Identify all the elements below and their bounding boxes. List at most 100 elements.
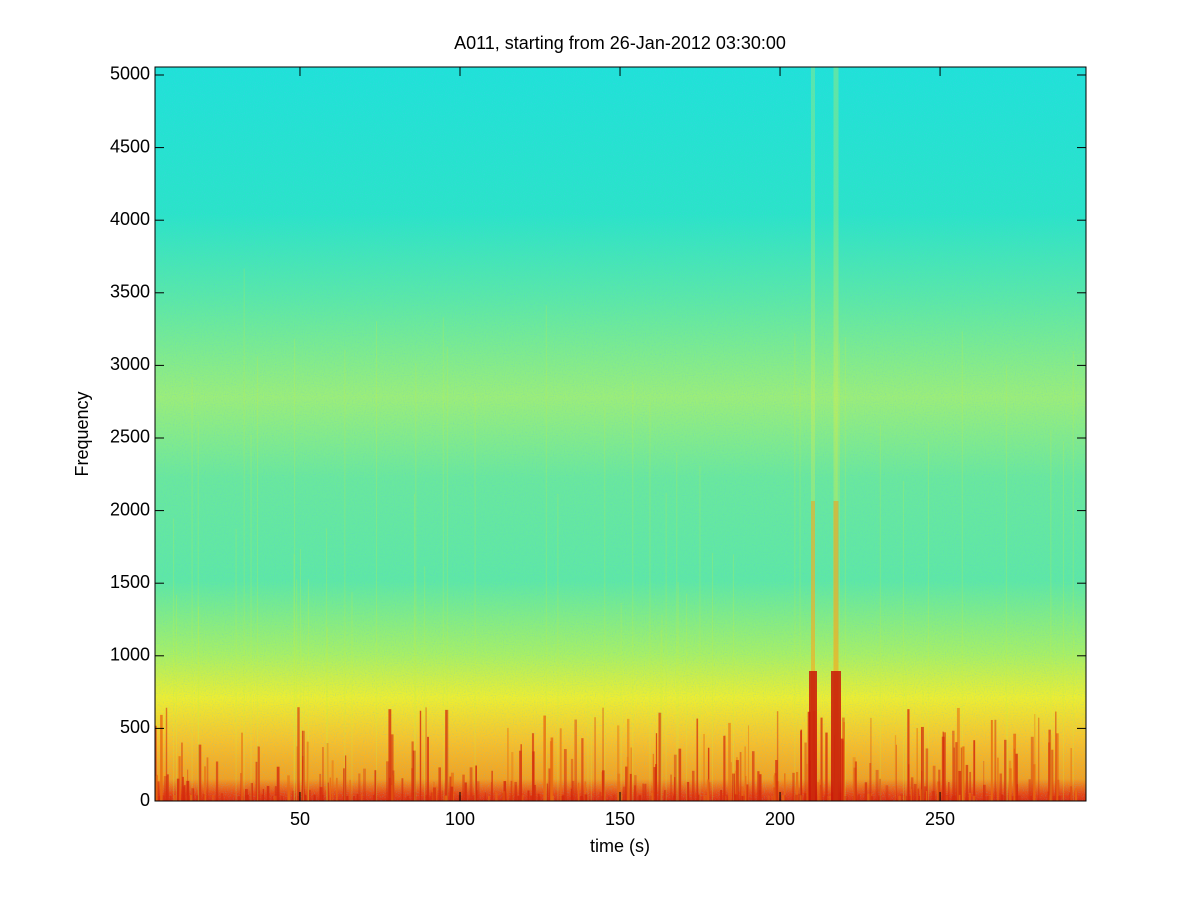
streak — [798, 793, 802, 801]
streak — [620, 794, 623, 801]
streak — [629, 773, 632, 801]
streak — [189, 794, 192, 801]
streak — [846, 795, 848, 801]
streak — [511, 752, 514, 801]
streak — [305, 795, 307, 801]
streak — [658, 712, 662, 801]
streak — [735, 794, 738, 801]
streak — [708, 782, 711, 801]
streak — [961, 746, 965, 801]
streak — [842, 740, 844, 801]
streak — [833, 67, 839, 801]
streak — [903, 795, 906, 801]
streak — [968, 792, 971, 801]
streak — [775, 760, 778, 801]
streak — [307, 579, 309, 801]
streak — [948, 782, 950, 801]
streak — [894, 735, 897, 801]
streak — [462, 774, 465, 801]
streak — [809, 671, 817, 801]
streak — [925, 790, 928, 801]
streak — [852, 795, 855, 801]
x-tick-label: 200 — [765, 809, 795, 829]
streak — [628, 789, 631, 801]
streak — [570, 788, 572, 801]
streak — [686, 593, 688, 801]
streak — [910, 777, 914, 801]
streak — [622, 786, 626, 801]
streak — [905, 675, 907, 801]
streak — [211, 794, 215, 801]
streak — [581, 738, 584, 801]
streak — [908, 796, 911, 801]
streak — [319, 787, 323, 801]
streak — [698, 794, 700, 801]
streak — [965, 764, 969, 801]
streak — [495, 792, 498, 801]
streak — [661, 615, 663, 801]
streak — [650, 792, 654, 801]
streak — [1058, 795, 1061, 801]
streak — [250, 783, 253, 801]
streak — [757, 771, 760, 801]
streak — [388, 709, 392, 801]
streak — [620, 602, 622, 801]
streak — [844, 337, 846, 801]
streak — [739, 752, 742, 801]
streak — [329, 777, 332, 801]
streak — [545, 305, 547, 801]
streak — [781, 795, 785, 801]
streak — [580, 795, 583, 801]
streak — [734, 794, 736, 801]
streak — [691, 770, 695, 801]
streak — [273, 795, 277, 801]
streak — [376, 321, 378, 801]
streak — [356, 794, 359, 801]
streak — [870, 795, 874, 801]
streak — [1072, 351, 1074, 801]
streak — [843, 722, 845, 801]
streak — [1012, 796, 1014, 801]
streak — [244, 789, 248, 801]
streak — [1048, 742, 1051, 801]
streak — [257, 746, 260, 801]
streak — [483, 795, 486, 801]
streak — [725, 794, 729, 801]
streak — [602, 770, 605, 801]
streak — [664, 790, 667, 801]
streak — [244, 795, 248, 801]
streak — [301, 730, 305, 801]
streak — [699, 465, 701, 801]
streak — [255, 761, 258, 801]
streak — [281, 795, 283, 801]
streak — [292, 790, 295, 801]
streak — [176, 778, 180, 801]
streak — [1052, 795, 1056, 801]
streak — [374, 770, 377, 801]
streak — [446, 346, 448, 801]
streak — [885, 785, 889, 801]
streak — [908, 764, 910, 801]
streak — [296, 579, 298, 801]
streak — [857, 794, 861, 801]
streak — [1017, 795, 1021, 801]
streak — [1001, 794, 1004, 801]
streak — [196, 795, 199, 801]
streak — [445, 709, 449, 801]
x-tick-label: 250 — [925, 809, 955, 829]
streak — [677, 582, 679, 801]
streak — [931, 790, 935, 801]
streak — [476, 781, 480, 801]
streak — [871, 795, 873, 801]
streak — [608, 795, 610, 801]
streak — [634, 785, 636, 801]
y-tick-label: 3500 — [110, 282, 150, 302]
streak — [864, 782, 868, 801]
streak — [162, 795, 165, 801]
streak — [817, 782, 820, 801]
streak — [878, 795, 881, 801]
streak — [794, 333, 796, 801]
streak — [519, 750, 522, 801]
streak — [879, 424, 881, 801]
streak — [795, 794, 798, 801]
